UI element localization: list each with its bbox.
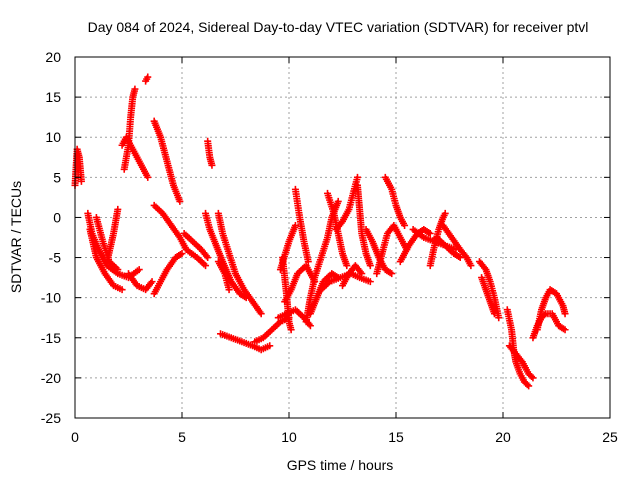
axis-ticks bbox=[74, 56, 611, 419]
x-tick-label: 0 bbox=[71, 429, 79, 445]
series-arc-17 bbox=[214, 209, 265, 318]
data-point bbox=[525, 382, 533, 390]
data-point bbox=[343, 262, 351, 270]
data-point bbox=[529, 374, 537, 382]
series-arc-10 bbox=[150, 117, 184, 205]
data-point bbox=[202, 262, 210, 270]
y-tick-label: 15 bbox=[45, 89, 61, 105]
data-point bbox=[266, 342, 274, 350]
series-arc-24 bbox=[276, 221, 299, 274]
data-points bbox=[71, 73, 569, 390]
series-arc-01 bbox=[71, 145, 85, 189]
x-tick-label: 5 bbox=[178, 429, 186, 445]
series-arc-09 bbox=[125, 270, 156, 294]
series-arc-33 bbox=[373, 221, 411, 278]
series-arc-32 bbox=[362, 225, 396, 278]
x-tick-label: 15 bbox=[388, 429, 404, 445]
y-tick-label: -10 bbox=[41, 290, 61, 306]
chart-title: Day 084 of 2024, Sidereal Day-to-day VTE… bbox=[88, 19, 589, 35]
data-point bbox=[148, 278, 156, 286]
data-point bbox=[306, 322, 314, 330]
series-arc-14 bbox=[204, 137, 216, 169]
y-tick-label: 0 bbox=[53, 209, 61, 225]
series-arc-13 bbox=[180, 229, 212, 262]
data-point bbox=[456, 254, 464, 262]
data-point bbox=[144, 73, 152, 81]
data-point bbox=[495, 314, 503, 322]
y-tick-label: 20 bbox=[45, 49, 61, 65]
series-arc-31 bbox=[353, 181, 374, 270]
series-arc-18 bbox=[217, 330, 274, 354]
data-point bbox=[523, 381, 531, 389]
y-axis-label: SDTVAR / TECUs bbox=[8, 181, 24, 293]
data-point bbox=[334, 197, 342, 205]
series-arc-07 bbox=[118, 133, 152, 181]
series-arc-12 bbox=[150, 201, 210, 270]
data-point bbox=[135, 266, 143, 274]
data-point bbox=[490, 310, 498, 318]
data-point bbox=[77, 177, 85, 185]
data-point bbox=[287, 326, 295, 334]
data-point bbox=[204, 254, 212, 262]
series-arc-23 bbox=[291, 185, 312, 266]
y-tick-label: -25 bbox=[41, 410, 61, 426]
series-arc-43 bbox=[505, 342, 537, 382]
data-point bbox=[366, 262, 374, 270]
data-point bbox=[388, 270, 396, 278]
data-point bbox=[225, 286, 233, 294]
data-point bbox=[208, 161, 216, 169]
data-point bbox=[528, 373, 536, 381]
x-axis-tick-labels: 0 5 10 15 20 25 bbox=[71, 429, 618, 445]
y-axis-tick-labels: -25 -20 -15 -10 -5 0 5 10 15 20 bbox=[41, 49, 61, 426]
data-point bbox=[178, 250, 186, 258]
data-point bbox=[118, 286, 126, 294]
x-tick-label: 25 bbox=[602, 429, 618, 445]
y-tick-label: -20 bbox=[41, 370, 61, 386]
y-tick-label: 5 bbox=[53, 169, 61, 185]
y-tick-label: -15 bbox=[41, 330, 61, 346]
data-point bbox=[358, 270, 366, 278]
series-arc-16 bbox=[214, 258, 233, 294]
plot-frame bbox=[74, 56, 611, 419]
series-arc-38 bbox=[439, 221, 475, 270]
data-point bbox=[561, 326, 569, 334]
data-point bbox=[304, 258, 312, 266]
data-point bbox=[441, 209, 449, 217]
data-point bbox=[353, 173, 361, 181]
data-point bbox=[131, 85, 139, 93]
data-point bbox=[467, 262, 475, 270]
data-point bbox=[291, 221, 299, 229]
data-point bbox=[114, 205, 122, 213]
data-point bbox=[144, 173, 152, 181]
series-arc-34 bbox=[381, 173, 409, 229]
series-arc-30 bbox=[339, 262, 366, 290]
x-axis-label: GPS time / hours bbox=[287, 457, 394, 473]
data-point bbox=[366, 278, 374, 286]
data-point bbox=[426, 229, 434, 237]
series-arc-41 bbox=[478, 274, 498, 318]
series-arc-29 bbox=[332, 173, 361, 233]
series-arc-26 bbox=[306, 270, 342, 318]
x-tick-label: 20 bbox=[495, 429, 511, 445]
data-point bbox=[401, 221, 409, 229]
x-tick-label: 10 bbox=[281, 429, 297, 445]
series-arc-45 bbox=[533, 286, 569, 334]
y-tick-label: 10 bbox=[45, 129, 61, 145]
series-arc-08 bbox=[142, 73, 152, 85]
series-arc-27 bbox=[324, 189, 351, 270]
series-arc-11 bbox=[150, 250, 186, 298]
series-arc-39 bbox=[433, 234, 464, 262]
series-arc-03 bbox=[86, 225, 126, 294]
data-point bbox=[561, 310, 569, 318]
y-tick-label: -5 bbox=[49, 250, 62, 266]
data-point bbox=[257, 310, 265, 318]
data-point bbox=[176, 197, 184, 205]
data-point bbox=[114, 266, 122, 274]
series-arc-05 bbox=[103, 205, 122, 266]
